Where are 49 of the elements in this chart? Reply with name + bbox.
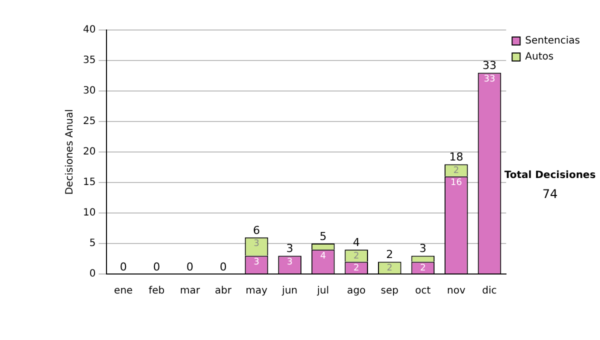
data-label: 16 — [450, 178, 462, 188]
x-tick-label: may — [246, 286, 268, 297]
y-tick-label: 20 — [82, 146, 96, 158]
y-tick-label: 35 — [82, 55, 96, 66]
y-tick-label: 10 — [82, 208, 96, 219]
total-label: 2 — [386, 248, 394, 262]
x-tick-label: jul — [316, 286, 330, 297]
x-tick-label: abr — [214, 286, 232, 297]
total-label: 18 — [449, 150, 464, 164]
x-tick-label: feb — [148, 286, 165, 297]
data-label: 3 — [286, 258, 293, 268]
x-tick-label: sep — [380, 286, 398, 297]
total-label: 0 — [220, 260, 227, 274]
legend-label: Sentencias — [525, 36, 580, 47]
data-label: 33 — [484, 74, 496, 85]
data-label: 2 — [386, 264, 393, 274]
data-label: 2 — [353, 264, 360, 274]
data-label: 2 — [353, 251, 360, 262]
total-label: 6 — [253, 224, 260, 237]
x-tick-label: nov — [447, 286, 466, 297]
total-label: 5 — [320, 230, 327, 243]
total-label: 3 — [286, 242, 294, 256]
data-label: 4 — [320, 251, 326, 262]
y-tick-label: 0 — [89, 268, 96, 280]
y-tick-label: 30 — [82, 86, 96, 97]
total-label: 4 — [352, 236, 360, 249]
data-label: 2 — [420, 264, 426, 274]
data-label: 3 — [254, 239, 260, 250]
y-tick-label: 5 — [89, 238, 96, 250]
total-label: 3 — [419, 242, 426, 256]
legend-label: Autos — [525, 52, 554, 63]
total-label: 0 — [153, 260, 160, 274]
y-tick-label: 15 — [82, 177, 96, 188]
y-tick-label: 40 — [82, 24, 96, 36]
total-label: 0 — [186, 260, 194, 274]
y-axis-title: Decisiones Anual — [64, 109, 76, 195]
x-tick-label: oct — [415, 286, 431, 297]
total-label: 33 — [482, 59, 496, 72]
text: 74 — [541, 187, 559, 201]
x-tick-label: dic — [482, 286, 497, 297]
x-tick-label: ene — [114, 286, 133, 297]
x-tick-label: mar — [180, 286, 201, 297]
data-label: 2 — [453, 166, 460, 176]
annotation: Total Decisiones — [503, 170, 597, 181]
data-label: 3 — [254, 258, 260, 268]
total-label: 0 — [120, 260, 127, 274]
y-tick-label: 25 — [82, 116, 96, 128]
x-tick-label: ago — [347, 286, 366, 297]
x-tick-label: jun — [281, 286, 298, 297]
